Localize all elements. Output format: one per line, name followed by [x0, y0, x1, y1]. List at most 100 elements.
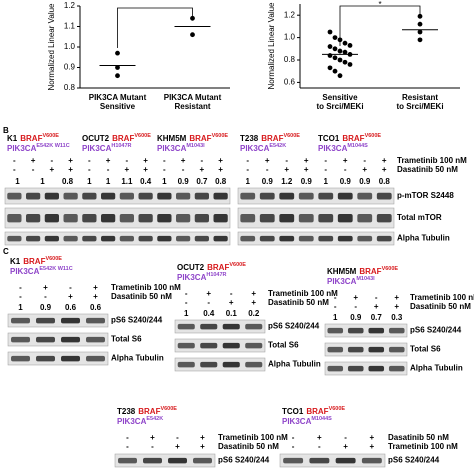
blot-band [44, 192, 59, 200]
panel-label: C [3, 247, 9, 256]
blot-band [194, 235, 209, 242]
braf: BRAF [261, 134, 283, 143]
blot-band [11, 355, 30, 362]
quantification: 1 [106, 177, 111, 186]
blot-band [318, 235, 334, 242]
x-tick-label: PIK3CA Mutant [164, 93, 222, 102]
blot-band [61, 317, 80, 324]
blot-band [337, 192, 353, 200]
data-point [327, 65, 333, 71]
treatment-sign: - [163, 165, 166, 174]
blot-band [259, 235, 275, 242]
treatment-sign: + [125, 165, 130, 174]
blot-membrane [4, 231, 231, 246]
data-point [417, 13, 423, 19]
pik3ca-title: PIK3CAE542K [117, 416, 163, 426]
treatment-sign: - [266, 165, 269, 174]
treatment-sign: + [68, 292, 73, 301]
blot-band [245, 342, 263, 349]
quantification: 1 [162, 177, 167, 186]
y-tick-label: 1.2 [284, 10, 296, 19]
blot-band [298, 192, 314, 200]
row-label: Total mTOR [397, 213, 442, 222]
quantification: 0.8 [379, 177, 391, 186]
blot-band [177, 342, 195, 349]
blot-band [7, 192, 22, 200]
cell-line-title: OCUT2 BRAFV600E [177, 262, 246, 272]
treatment-label: Trametinib 100 nM [218, 433, 288, 442]
treatment-sign: + [229, 298, 234, 307]
blot-band [101, 235, 116, 242]
pik3ca-title: PIK3CAM1044S [318, 143, 368, 153]
blot-membrane [324, 323, 408, 338]
blot-band [200, 323, 218, 330]
treatment-sign: + [370, 442, 375, 451]
data-point [190, 32, 195, 38]
pik3ca-mutation: M1044S [347, 143, 368, 149]
blot-band [11, 317, 30, 324]
treatment-sign: + [343, 156, 348, 165]
quantification: 0.6 [65, 303, 77, 312]
data-point [342, 49, 348, 55]
blot-membrane [4, 207, 231, 229]
treatment-label: Dasatinib 50 nM [410, 302, 471, 311]
blot-band [388, 327, 405, 334]
blot-band [298, 214, 314, 223]
pik3ca-mutation: H1047R [206, 272, 226, 278]
blot-band [357, 214, 373, 223]
treatment-label: Dasatinib 50 nM [397, 165, 458, 174]
treatment-sign: + [68, 156, 73, 165]
y-tick-label: 0.8 [284, 55, 296, 64]
treatment-sign: + [251, 298, 256, 307]
blot-band [279, 235, 295, 242]
braf-mutation: V600E [160, 406, 177, 412]
pik3ca-mutation: E542K [146, 416, 163, 422]
treatment-sign: + [143, 156, 148, 165]
x-tick-label: to Srci/MEKi [316, 102, 363, 111]
treatment-sign: - [334, 302, 337, 311]
y-tick-label: 0.6 [284, 78, 296, 87]
x-tick-label: Sensitive [322, 93, 358, 102]
blot-band [101, 192, 116, 200]
row-label: Alpha Tubulin [268, 360, 321, 369]
treatment-sign: - [207, 298, 210, 307]
pik3ca-mutation: E542K W11C [36, 143, 69, 149]
treatment-label: Trametinib 100 nM [268, 289, 338, 298]
blot-band [200, 361, 218, 368]
quantification: 0.1 [226, 309, 238, 318]
cell-name: K1 [10, 257, 21, 266]
treatment-sign: + [150, 433, 155, 442]
blot-band [36, 336, 55, 343]
blot-band [36, 317, 55, 324]
data-point [337, 73, 343, 79]
treatment-label: Trametinib 100 nM [111, 283, 181, 292]
blot-band [63, 235, 78, 242]
data-point [347, 62, 353, 67]
braf: BRAF [112, 134, 134, 143]
blot-band [222, 342, 240, 349]
blot-membrane [7, 351, 109, 366]
blot-band [176, 235, 191, 242]
blot-band [368, 365, 385, 372]
blot-band [7, 235, 22, 242]
braf: BRAF [207, 263, 229, 272]
quantification: 0.7 [371, 313, 383, 322]
quantification: 0.9 [340, 177, 352, 186]
treatment-sign: - [126, 442, 129, 451]
pik3ca: PIK3CA [327, 277, 357, 286]
treatment-sign: + [106, 156, 111, 165]
treatment-sign: + [143, 165, 148, 174]
treatment-sign: - [246, 165, 249, 174]
treatment-sign: + [343, 442, 348, 451]
treatment-sign: - [324, 165, 327, 174]
pik3ca-mutation: E542K [269, 143, 286, 149]
quantification: 1 [333, 313, 338, 322]
treatment-sign: + [382, 156, 387, 165]
blot-band [245, 323, 263, 330]
treatment-sign: - [69, 283, 72, 292]
quantification: 0.9 [262, 177, 274, 186]
treatment-sign: + [374, 302, 379, 311]
blot-band [213, 235, 228, 242]
blot-band [357, 192, 373, 200]
blot-band [36, 355, 55, 362]
